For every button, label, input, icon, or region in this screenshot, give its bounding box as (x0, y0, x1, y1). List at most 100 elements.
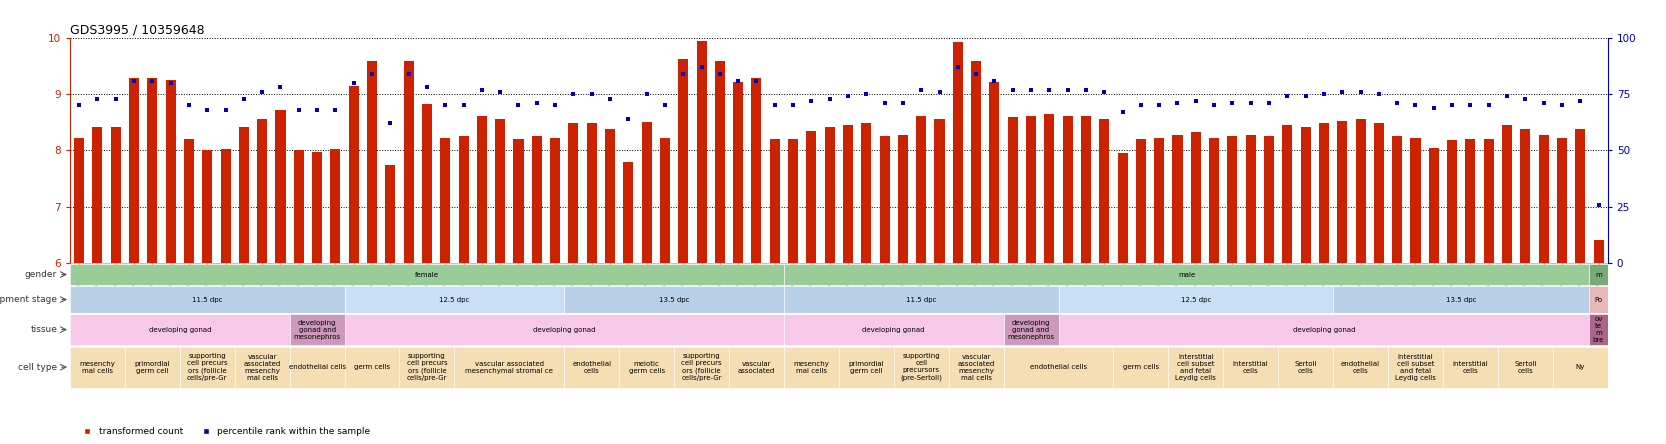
Text: Sertoli
cells: Sertoli cells (1514, 361, 1536, 374)
Point (798, 97, 825, 104)
Bar (605, 129, 615, 263)
Bar (1539, 135, 1549, 263)
Point (285, 107, 312, 114)
Bar (1003, 314, 1058, 345)
Point (138, 77, 165, 84)
Text: Sertoli
cells: Sertoli cells (1294, 361, 1316, 374)
Point (248, 88, 275, 95)
Bar (733, 82, 743, 263)
Bar (568, 123, 578, 263)
Bar (257, 119, 267, 263)
Point (1311, 91, 1338, 98)
Point (1018, 86, 1045, 93)
Bar (180, 347, 235, 388)
Point (1274, 93, 1301, 100)
Point (945, 63, 971, 71)
Text: vascular
associated: vascular associated (738, 361, 775, 374)
Bar (1429, 148, 1439, 263)
Bar (1338, 121, 1348, 263)
Text: vascular associated
mesenchymal stromal ce: vascular associated mesenchymal stromal … (465, 361, 553, 374)
Point (578, 91, 605, 98)
Point (1421, 104, 1448, 111)
Bar (1136, 139, 1146, 263)
Bar (861, 123, 871, 263)
Text: supporting
cell precurs
ors (follicle
cells/pre-Gr: supporting cell precurs ors (follicle ce… (187, 353, 228, 381)
Bar (1003, 347, 1113, 388)
Point (1293, 93, 1319, 100)
Text: endothelial
cells: endothelial cells (571, 361, 611, 374)
Bar (1574, 129, 1586, 263)
Point (761, 102, 788, 109)
Text: supporting
cell precurs
ors (follicle
cells/pre-Gr: supporting cell precurs ors (follicle ce… (407, 353, 446, 381)
Text: tissue: tissue (30, 325, 57, 334)
Point (1220, 99, 1246, 107)
Text: primordial
germ cell: primordial germ cell (848, 361, 885, 374)
Bar (1026, 115, 1036, 263)
Point (230, 95, 257, 102)
Bar (1100, 119, 1110, 263)
Point (1476, 102, 1503, 109)
Point (1494, 93, 1521, 100)
Bar (1058, 314, 1589, 345)
Bar (1223, 347, 1278, 388)
Bar (751, 78, 761, 263)
Point (1568, 97, 1594, 104)
Bar (550, 138, 560, 263)
Text: interstitial
cells: interstitial cells (1233, 361, 1268, 374)
Point (1000, 86, 1026, 93)
Bar (92, 127, 103, 263)
Bar (348, 86, 358, 263)
Point (1256, 99, 1283, 107)
Bar (220, 149, 230, 263)
Point (1036, 86, 1063, 93)
Bar (385, 165, 395, 263)
Text: interstitial
cells: interstitial cells (1453, 361, 1488, 374)
Point (1055, 86, 1081, 93)
Bar (715, 61, 725, 263)
Point (926, 88, 953, 95)
Bar (785, 347, 838, 388)
Text: mesenchy
mal cells: mesenchy mal cells (80, 361, 115, 374)
Text: germ cells: germ cells (353, 364, 390, 370)
Bar (1228, 136, 1238, 263)
Point (981, 77, 1008, 84)
Point (83, 95, 110, 102)
Point (1439, 102, 1466, 109)
Text: Po: Po (1594, 297, 1603, 302)
Point (1201, 102, 1228, 109)
Text: endothelial
cells: endothelial cells (1341, 361, 1379, 374)
Text: primordial
germ cell: primordial germ cell (135, 361, 170, 374)
Bar (935, 119, 945, 263)
Bar (825, 127, 835, 263)
Text: interstitial
cell subset
and fetal
Leydig cells: interstitial cell subset and fetal Leydi… (1176, 354, 1216, 381)
Point (1183, 97, 1210, 104)
Bar (531, 136, 541, 263)
Text: 12.5 dpc: 12.5 dpc (1181, 297, 1211, 302)
Bar (785, 314, 1003, 345)
Point (395, 70, 421, 77)
Bar (367, 61, 377, 263)
Text: interstitial
cell subset
and fetal
Leydig cells: interstitial cell subset and fetal Leydi… (1394, 354, 1436, 381)
Point (413, 84, 440, 91)
Text: developing gonad: developing gonad (863, 327, 925, 333)
Bar (1210, 138, 1220, 263)
Bar (1008, 117, 1018, 263)
Text: developing gonad: developing gonad (1293, 327, 1354, 333)
Point (175, 102, 202, 109)
Text: developing
gonad and
mesonephros: developing gonad and mesonephros (293, 320, 340, 340)
Bar (660, 138, 670, 263)
Point (377, 120, 403, 127)
Bar (1484, 139, 1494, 263)
Text: endothelial cells: endothelial cells (288, 364, 345, 370)
Bar (843, 125, 853, 263)
Point (1403, 102, 1429, 109)
Point (340, 79, 367, 87)
Point (486, 88, 513, 95)
Bar (623, 162, 633, 263)
Bar (1118, 153, 1128, 263)
Point (1165, 99, 1191, 107)
Point (1586, 201, 1613, 208)
Point (706, 70, 733, 77)
Bar (1168, 347, 1223, 388)
Bar (1448, 140, 1458, 263)
